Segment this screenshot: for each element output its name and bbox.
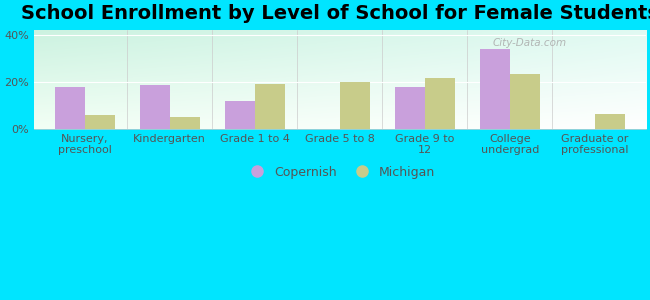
Text: City-Data.com: City-Data.com (493, 38, 567, 48)
Bar (84, 115, 114, 129)
Bar (395, 87, 425, 129)
Bar (225, 101, 255, 129)
Bar (510, 74, 540, 129)
Bar (55, 87, 84, 129)
Bar (340, 82, 370, 129)
Title: School Enrollment by Level of School for Female Students: School Enrollment by Level of School for… (21, 4, 650, 23)
Bar (595, 114, 625, 129)
Bar (425, 78, 454, 129)
Legend: Copernish, Michigan: Copernish, Michigan (239, 161, 441, 184)
Bar (255, 84, 285, 129)
Bar (480, 49, 510, 129)
Bar (170, 117, 200, 129)
Bar (140, 85, 170, 129)
